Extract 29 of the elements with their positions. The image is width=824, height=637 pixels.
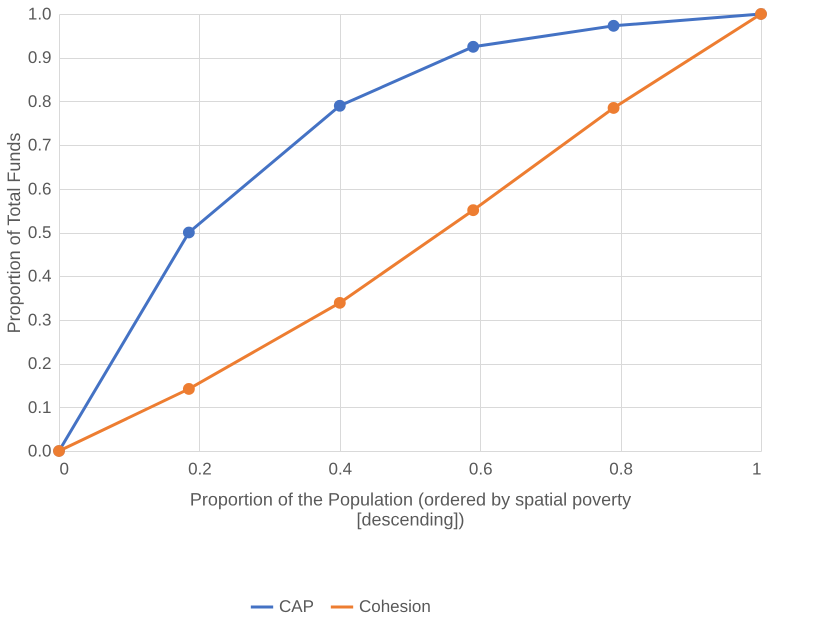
point [467, 40, 480, 53]
y-tick-label: 0.5 [28, 223, 52, 242]
x-axis-title: Proportion of the Population (ordered by spatial poverty [descending]) [190, 490, 632, 530]
point [467, 204, 480, 216]
point [334, 296, 346, 309]
y-tick-label: 1.0 [28, 4, 52, 24]
x-tick-label: 1 [752, 460, 762, 478]
x-tick-label: 0 [60, 460, 69, 478]
y-tick-label: 0.8 [28, 92, 52, 111]
legend-label: CAP [279, 597, 314, 616]
y-tick-label: 0.7 [28, 136, 52, 155]
y-tick-label: 0.4 [28, 266, 52, 286]
y-tick-label: 0.1 [28, 398, 52, 417]
x-tick-label: 0.6 [468, 460, 493, 478]
y-tick-label: 0.3 [28, 310, 52, 330]
y-tick-label: 0.2 [28, 354, 52, 374]
y-tick-label: 0.9 [28, 48, 52, 68]
point [608, 102, 620, 114]
point [182, 383, 195, 395]
y-tick-label: 0.0 [28, 442, 52, 460]
x-tick-label: 0.4 [328, 460, 352, 478]
point [608, 20, 620, 32]
y-axis-title: Proportion of Total Funds [4, 132, 24, 334]
legend-label: Cohesion [359, 597, 431, 616]
x-tick-label: 0.8 [609, 460, 633, 478]
point [334, 100, 346, 112]
y-tick-label: 0.6 [28, 179, 52, 198]
point [182, 226, 195, 238]
x-tick-label: 0.2 [188, 460, 212, 478]
